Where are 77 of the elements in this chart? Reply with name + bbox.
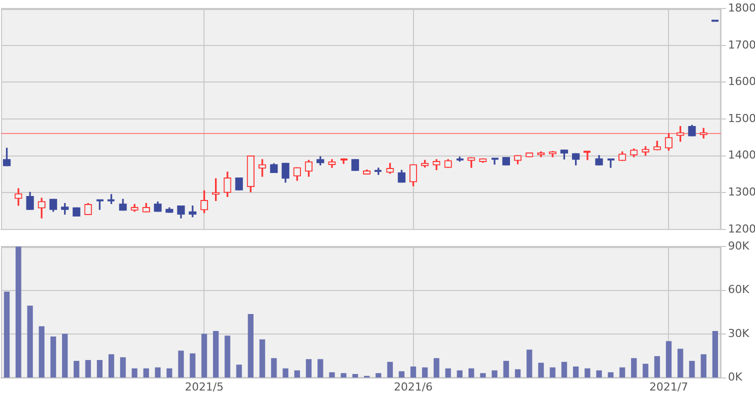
bar [352, 374, 358, 378]
bar [700, 354, 706, 378]
bar [96, 360, 103, 378]
bar [550, 367, 556, 378]
bar [410, 366, 416, 378]
bar [190, 353, 196, 378]
bar [654, 356, 660, 378]
candlestick [584, 150, 590, 160]
bar [340, 373, 346, 378]
bar [584, 368, 590, 378]
bar [514, 369, 521, 378]
bar [329, 372, 335, 378]
bar [166, 368, 172, 378]
y-tick-label: 0K [728, 370, 743, 384]
bar [678, 348, 684, 378]
bar [689, 360, 695, 378]
bar [16, 246, 22, 378]
bar [573, 366, 579, 378]
bar [712, 330, 718, 378]
bar [271, 358, 277, 378]
bar [143, 368, 149, 378]
y-tick-label: 1200 [728, 222, 755, 236]
x-tick-label: 2021/5 [184, 380, 224, 394]
y-tick-label: 1700 [728, 38, 755, 52]
y-tick-label: 1500 [728, 112, 755, 125]
bar [74, 360, 80, 378]
bar [38, 326, 44, 378]
bar [631, 358, 637, 378]
y-tick-label: 1300 [728, 185, 755, 198]
bar [445, 368, 451, 378]
bar [387, 362, 393, 378]
bar [596, 370, 602, 378]
y-tick-label: 90K [728, 239, 750, 252]
bar [398, 371, 404, 378]
bar [480, 373, 486, 378]
bar [422, 367, 428, 378]
bar [4, 292, 10, 378]
bar [456, 370, 463, 378]
candlestick [492, 158, 498, 165]
bar [178, 350, 184, 378]
bar [213, 330, 219, 378]
bar [132, 368, 138, 378]
y-tick-label: 1600 [728, 75, 755, 88]
bar [85, 360, 91, 378]
bar [154, 367, 161, 378]
bar [259, 339, 266, 378]
bar [526, 350, 532, 378]
bar [236, 364, 242, 378]
bar [50, 336, 56, 378]
bar [318, 359, 324, 378]
bar [201, 334, 208, 378]
bar [468, 368, 474, 378]
y-tick-label: 1800 [728, 1, 755, 14]
bar [306, 359, 312, 378]
bar [619, 367, 626, 378]
bar [62, 334, 68, 378]
bar [608, 372, 614, 378]
bar [120, 357, 126, 378]
y-tick-label: 1400 [728, 148, 755, 162]
bar [503, 360, 509, 378]
y-tick-label: 30K [728, 326, 750, 340]
bar [642, 364, 648, 378]
bar [538, 362, 544, 378]
bar [282, 368, 288, 378]
bar [248, 314, 254, 378]
bar [224, 336, 230, 378]
bar [434, 358, 440, 378]
bar [492, 370, 498, 378]
bar [376, 373, 382, 378]
bar [666, 341, 672, 378]
x-tick-label: 2021/6 [394, 380, 433, 394]
x-tick-label: 2021/7 [649, 380, 688, 394]
bar [108, 354, 114, 378]
bar [561, 362, 568, 378]
y-tick-label: 60K [728, 283, 750, 296]
bar [294, 370, 300, 378]
bar [27, 306, 33, 378]
